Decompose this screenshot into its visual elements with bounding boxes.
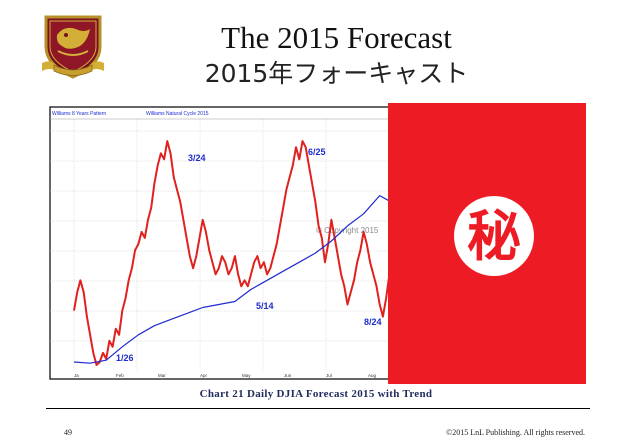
annotation-3-24: 3/24 — [188, 153, 206, 163]
page-number: 49 — [64, 428, 72, 437]
chart-header-label-cycle: Williams Natural Cycle 2015 — [146, 111, 209, 117]
footer-divider — [46, 408, 590, 409]
secret-seal: 秘 — [454, 196, 534, 276]
x-tick-label: Ja — [74, 373, 79, 378]
chart-header-label-pattern: Williams 8 Years Pattern — [52, 111, 106, 117]
slide-subtitle: 2015年フォーキャスト — [204, 59, 469, 88]
xtick-layer: Ja Feb Mar Apr May Jun Jul Aug — [74, 373, 377, 378]
copyright-notice: ©2015 LnL Publishing. All rights reserve… — [446, 428, 585, 437]
x-tick-label: May — [242, 373, 251, 378]
annotation-layer: 1/26 3/24 5/14 6/25 8/24 — [116, 147, 382, 363]
x-tick-label: Feb — [116, 373, 124, 378]
annotation-8-24: 8/24 — [364, 317, 382, 327]
chart-watermark: © Copyright 2015 — [316, 226, 379, 235]
chart-caption: Chart 21 Daily DJIA Forecast 2015 with T… — [199, 388, 433, 400]
secret-char: 秘 — [467, 204, 521, 268]
annotation-5-14: 5/14 — [256, 301, 274, 311]
x-tick-label: Apr — [200, 373, 208, 378]
publisher-crest-logo — [40, 13, 106, 81]
x-tick-label: Aug — [368, 373, 377, 378]
annotation-6-25: 6/25 — [308, 147, 326, 157]
slide-title: The 2015 Forecast — [221, 20, 452, 55]
annotation-1-26: 1/26 — [116, 353, 134, 363]
x-tick-label: Jul — [326, 373, 332, 378]
x-tick-label: Jun — [284, 373, 292, 378]
x-tick-label: Mar — [158, 373, 166, 378]
